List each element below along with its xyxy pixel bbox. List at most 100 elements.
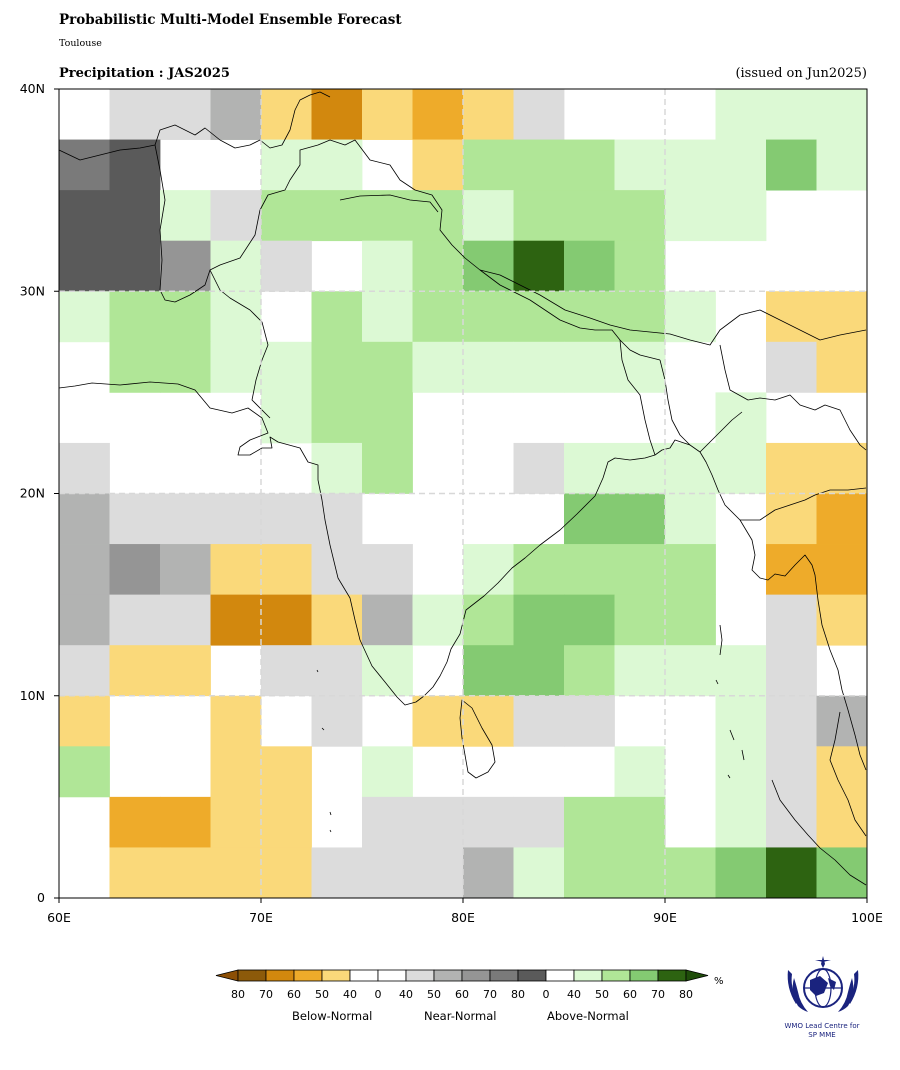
grid-cell xyxy=(362,544,413,596)
grid-cell xyxy=(362,392,413,444)
grid-cell xyxy=(59,493,110,545)
colorbar-tick-label: 50 xyxy=(315,988,329,1001)
grid-cell xyxy=(715,392,767,444)
grid-cell xyxy=(109,645,161,697)
y-tick-label: 0 xyxy=(37,890,45,905)
grid-cell xyxy=(109,89,161,140)
grid-cell xyxy=(665,139,716,191)
grid-cell xyxy=(210,746,262,798)
grid-cell xyxy=(160,89,211,140)
grid-cell xyxy=(59,645,110,697)
grid-cell xyxy=(463,341,514,393)
grid-cell xyxy=(210,796,262,848)
grid-cell xyxy=(665,645,716,697)
grid-cell xyxy=(362,89,413,140)
grid-cell xyxy=(766,139,817,191)
grid-cell xyxy=(463,847,514,899)
grid-cell xyxy=(412,796,464,848)
grid-cell xyxy=(210,341,262,393)
y-tick-label: 30N xyxy=(20,283,45,298)
grid-cell xyxy=(261,341,312,393)
grid-cell xyxy=(816,544,868,596)
grid-cell xyxy=(261,746,312,798)
legend-category-below: Below-Normal xyxy=(292,1009,373,1023)
grid-cell xyxy=(766,442,817,494)
grid-cell xyxy=(816,442,868,494)
colorbar-swatch xyxy=(657,969,687,982)
grid-cell xyxy=(715,796,767,848)
colorbar-tick-label: 60 xyxy=(623,988,637,1001)
grid-cell xyxy=(766,796,817,848)
grid-cell xyxy=(513,240,565,292)
grid-cell xyxy=(463,139,514,191)
grid-cell xyxy=(311,291,363,343)
grid-cell xyxy=(210,493,262,545)
colorbar-tick-label: 60 xyxy=(287,988,301,1001)
x-tick-label: 100E xyxy=(851,910,883,925)
colorbar-tick-label: 50 xyxy=(427,988,441,1001)
grid-cell xyxy=(261,645,312,697)
grid-cell xyxy=(766,847,817,899)
grid-cell xyxy=(614,847,666,899)
grid-cell xyxy=(109,139,161,191)
colorbar-tick-label: 40 xyxy=(399,988,413,1001)
grid-cell xyxy=(564,645,615,697)
grid-cell xyxy=(412,240,464,292)
grid-cell xyxy=(311,645,363,697)
wmo-emblem-icon xyxy=(787,956,859,1012)
grid-cell xyxy=(210,190,262,242)
grid-cell xyxy=(816,291,868,343)
grid-cell xyxy=(160,341,211,393)
grid-cell xyxy=(715,645,767,697)
grid-cell xyxy=(160,190,211,242)
grid-cell xyxy=(463,89,514,140)
grid-cell xyxy=(59,139,110,191)
grid-cell xyxy=(160,645,211,697)
grid-cell xyxy=(362,796,413,848)
grid-cell xyxy=(816,341,868,393)
colorbar-swatch xyxy=(629,969,659,982)
variable-label: Precipitation : JAS2025 xyxy=(59,66,230,81)
colorbar-tick-label: 70 xyxy=(651,988,665,1001)
grid-cell xyxy=(59,240,110,292)
grid-cell xyxy=(513,695,565,747)
colorbar-tick-label: 40 xyxy=(567,988,581,1001)
x-tick-label: 60E xyxy=(47,910,71,925)
y-tick-label: 40N xyxy=(20,81,45,96)
grid-cell xyxy=(362,240,413,292)
grid-cell xyxy=(412,594,464,646)
colorbar-swatch xyxy=(377,969,407,982)
grid-cell xyxy=(261,544,312,596)
logo-line2: SP MME xyxy=(808,1031,836,1039)
grid-cell xyxy=(665,493,716,545)
grid-cell xyxy=(614,493,666,545)
grid-cell xyxy=(261,493,312,545)
grid-cell xyxy=(564,442,615,494)
grid-cell xyxy=(261,89,312,140)
grid-cell xyxy=(109,190,161,242)
colorbar-tick-label: 70 xyxy=(483,988,497,1001)
grid-cell xyxy=(614,240,666,292)
grid-cell xyxy=(564,291,615,343)
grid-cell xyxy=(766,645,817,697)
grid-cell xyxy=(766,594,817,646)
x-tick-label: 80E xyxy=(451,910,475,925)
grid-cell xyxy=(160,493,211,545)
grid-cell xyxy=(261,240,312,292)
grid-cell xyxy=(564,544,615,596)
colorbar-swatch xyxy=(545,969,575,982)
grid-cell xyxy=(311,594,363,646)
grid-cell xyxy=(766,695,817,747)
legend-category-above: Above-Normal xyxy=(547,1009,629,1023)
colorbar-swatch xyxy=(265,969,295,982)
colorbar-extend-high xyxy=(685,969,709,982)
grid-cell xyxy=(766,493,817,545)
colorbar-swatch xyxy=(405,969,435,982)
grid-cell xyxy=(513,847,565,899)
grid-cell xyxy=(362,442,413,494)
colorbar-tick-label: 80 xyxy=(231,988,245,1001)
grid-cell xyxy=(463,190,514,242)
grid-cell xyxy=(715,442,767,494)
grid-cell xyxy=(816,139,868,191)
grid-cell xyxy=(564,695,615,747)
